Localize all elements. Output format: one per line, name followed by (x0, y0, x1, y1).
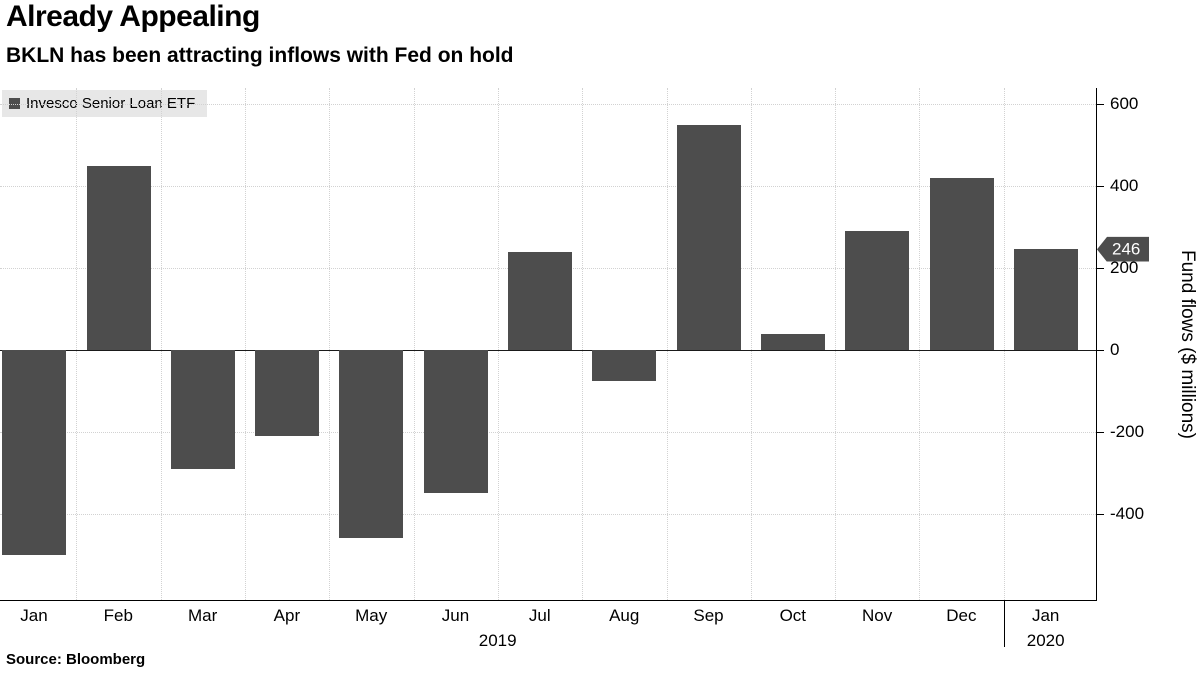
bar (929, 178, 994, 351)
year-separator-tick (1003, 600, 1005, 647)
bar (86, 165, 151, 351)
year-label: 2020 (1026, 631, 1065, 650)
v-gridline (160, 88, 162, 600)
h-gridline (0, 104, 1096, 106)
bar (1013, 249, 1078, 351)
bar (423, 350, 488, 494)
y-tick-mark (1097, 268, 1104, 270)
y-tick-label: -200 (1110, 422, 1145, 442)
last-value-marker: 246 (1097, 236, 1150, 262)
y-tick-mark (1097, 514, 1104, 515)
x-axis-line (0, 600, 1097, 601)
x-tick-label: Aug (609, 606, 640, 625)
y-tick-label: 200 (1110, 258, 1139, 278)
bar (255, 350, 320, 437)
y-tick-mark (1097, 350, 1104, 352)
v-gridline (582, 88, 584, 600)
x-tick-label: Dec (946, 606, 977, 625)
bar (508, 251, 572, 351)
source-credit: Source: Bloomberg (6, 651, 146, 668)
y-tick-label: -400 (1110, 504, 1145, 523)
y-axis-line (1096, 88, 1097, 601)
v-gridline (1003, 88, 1005, 600)
h-gridline (0, 186, 1096, 188)
y-tick-mark (1097, 186, 1104, 188)
x-tick-label: Mar (187, 606, 218, 625)
legend-swatch-icon (9, 98, 20, 109)
v-gridline (919, 88, 921, 600)
y-axis-title: Fund flows ($ millions) (1177, 249, 1198, 439)
v-gridline (750, 88, 752, 600)
h-gridline (0, 514, 1096, 515)
bar (760, 333, 825, 351)
y-tick-mark (1097, 432, 1104, 434)
x-tick-label: Nov (861, 606, 893, 625)
y-tick-label: 400 (1110, 176, 1139, 196)
v-gridline (835, 88, 837, 600)
x-tick-label: Jan (1031, 606, 1060, 625)
v-gridline (666, 88, 668, 600)
x-tick-label: Jul (528, 606, 551, 625)
bar (339, 350, 404, 539)
x-tick-label: Jan (20, 606, 48, 625)
bar (676, 124, 741, 351)
v-gridline (413, 88, 415, 600)
zero-baseline (0, 350, 1096, 352)
bar (2, 350, 67, 555)
x-tick-label: Feb (103, 606, 133, 625)
x-tick-label: Apr (273, 606, 301, 625)
bar (845, 231, 910, 351)
x-tick-label: Oct (779, 606, 807, 625)
year-label: 2019 (478, 631, 517, 650)
legend-label: Invesco Senior Loan ETF (26, 95, 196, 112)
v-gridline (244, 88, 246, 600)
chart-subtitle: BKLN has been attracting inflows with Fe… (6, 44, 514, 67)
h-gridline (0, 432, 1096, 434)
bar (170, 350, 235, 469)
x-tick-label: Sep (693, 606, 724, 625)
y-tick-label: 600 (1110, 94, 1139, 114)
v-gridline (329, 88, 331, 600)
v-gridline (76, 88, 78, 600)
legend: Invesco Senior Loan ETF (2, 90, 208, 117)
bar (592, 350, 657, 381)
x-tick-label: Jun (441, 606, 470, 625)
chart-title: Already Appealing (6, 0, 260, 33)
y-tick-label: 0 (1110, 340, 1120, 360)
x-tick-label: May (355, 606, 388, 625)
v-gridline (497, 88, 499, 600)
y-tick-mark (1097, 104, 1104, 106)
